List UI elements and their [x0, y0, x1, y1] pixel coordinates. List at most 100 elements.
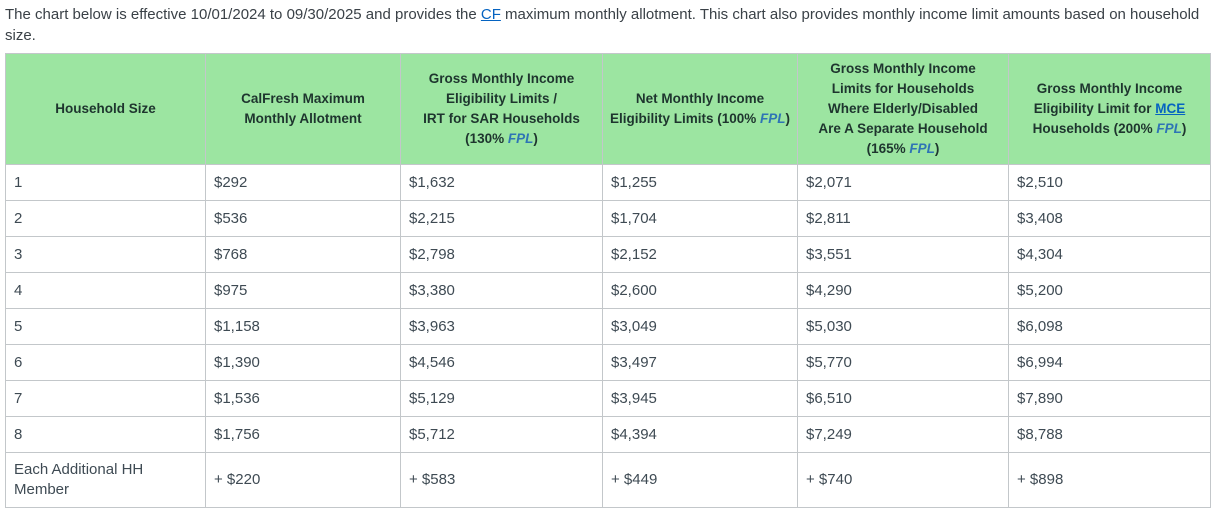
cell-household-size: 7 [5, 380, 206, 417]
mce-prefix: Eligibility Limit for [1033, 101, 1156, 116]
cell-net-100: $2,152 [602, 236, 798, 273]
table-row-hh2: 2 $536 $2,215 $1,704 $2,811 $3,408 [5, 200, 1211, 237]
table-row-hh1: 1 $292 $1,632 $1,255 $2,071 $2,510 [5, 164, 1211, 201]
intro-text: The chart below is effective 10/01/2024 … [5, 4, 1210, 46]
header-line: Households (200% FPL) [1033, 121, 1187, 136]
cell-net-100: + $449 [602, 452, 798, 508]
table-header: Household Size CalFresh Maximum Monthly A… [5, 53, 1211, 165]
cell-gross-200: $5,200 [1008, 272, 1211, 309]
paren: ) [934, 141, 940, 156]
cell-max-allotment: $1,756 [205, 416, 401, 453]
header-line: Gross Monthly Income [830, 61, 976, 76]
mce-link[interactable]: MCE [1155, 101, 1186, 116]
cell-gross-165: $2,071 [797, 164, 1009, 201]
cell-gross-130: + $583 [400, 452, 603, 508]
cell-net-100: $1,255 [602, 164, 798, 201]
cell-household-size: 4 [5, 272, 206, 309]
header-line: Eligibility Limit for MCE [1034, 101, 1186, 116]
pct-prefix: Eligibility Limits (100% [609, 111, 761, 126]
cell-gross-200: $6,098 [1008, 308, 1211, 345]
pct-prefix: (130% [465, 131, 508, 146]
cell-net-100: $3,049 [602, 308, 798, 345]
header-gross-income-165: Gross Monthly Income Limits for Household… [797, 53, 1009, 165]
paren: ) [785, 111, 791, 126]
header-net-income-100: Net Monthly Income Eligibility Limits (10… [602, 53, 798, 165]
cell-max-allotment: $536 [205, 200, 401, 237]
cell-gross-130: $2,215 [400, 200, 603, 237]
header-line: Where Elderly/Disabled [827, 101, 979, 116]
paren: ) [533, 131, 538, 146]
cell-household-size: 1 [5, 164, 206, 201]
cell-gross-165: $5,770 [797, 344, 1009, 381]
header-line: Net Monthly Income [635, 91, 765, 106]
cell-gross-165: $6,510 [797, 380, 1009, 417]
table-row-hh7: 7 $1,536 $5,129 $3,945 $6,510 $7,890 [5, 380, 1211, 417]
cell-gross-130: $5,129 [400, 380, 603, 417]
cell-gross-165: + $740 [797, 452, 1009, 508]
header-line: CalFresh Maximum [241, 91, 365, 106]
cell-max-allotment: $292 [205, 164, 401, 201]
header-line: Eligibility Limits (100% FPL) [610, 111, 790, 126]
fpl-label: FPL [909, 141, 935, 156]
cell-gross-130: $2,798 [400, 236, 603, 273]
header-max-allotment: CalFresh Maximum Monthly Allotment [205, 53, 401, 165]
cell-household-size: 8 [5, 416, 206, 453]
header-line: (165% FPL) [867, 141, 940, 156]
pct-prefix: Households (200% [1032, 121, 1157, 136]
cell-gross-165: $2,811 [797, 200, 1009, 237]
table-row-hh4: 4 $975 $3,380 $2,600 $4,290 $5,200 [5, 272, 1211, 309]
fpl-label: FPL [1156, 121, 1182, 136]
header-line: Limits for Households [831, 81, 975, 96]
cell-gross-130: $4,546 [400, 344, 603, 381]
cell-household-size: 5 [5, 308, 206, 345]
cell-net-100: $4,394 [602, 416, 798, 453]
intro-after-link: maximum monthly allotment. This chart al… [5, 6, 1200, 44]
header-row: Household Size CalFresh Maximum Monthly A… [5, 53, 1211, 165]
cell-max-allotment: $768 [205, 236, 401, 273]
cell-household-size: Each Additional HH Member [5, 452, 206, 508]
header-line: IRT for SAR Households [423, 111, 580, 126]
cell-gross-200: $7,890 [1008, 380, 1211, 417]
cell-net-100: $3,497 [602, 344, 798, 381]
header-gross-income-200: Gross Monthly Income Eligibility Limit fo… [1008, 53, 1211, 165]
cell-net-100: $3,945 [602, 380, 798, 417]
header-line: Gross Monthly Income [428, 71, 575, 86]
header-line: Eligibility Limits / [445, 91, 557, 106]
pct-prefix: (165% [866, 141, 910, 156]
fpl-label: FPL [507, 131, 534, 146]
header-line: Household Size [55, 101, 156, 116]
fpl-label: FPL [760, 111, 786, 126]
cell-household-size: 6 [5, 344, 206, 381]
cell-gross-200: $4,304 [1008, 236, 1211, 273]
header-line: Monthly Allotment [244, 111, 362, 126]
cell-gross-200: $8,788 [1008, 416, 1211, 453]
cell-gross-165: $7,249 [797, 416, 1009, 453]
table-row-hh5: 5 $1,158 $3,963 $3,049 $5,030 $6,098 [5, 308, 1211, 345]
table-row-hh6: 6 $1,390 $4,546 $3,497 $5,770 $6,994 [5, 344, 1211, 381]
cell-household-size: 2 [5, 200, 206, 237]
table-body: 1 $292 $1,632 $1,255 $2,071 $2,510 2 $53… [5, 164, 1211, 508]
header-line: Gross Monthly Income [1036, 81, 1183, 96]
cell-gross-130: $3,963 [400, 308, 603, 345]
paren: ) [1181, 121, 1187, 136]
cell-gross-130: $5,712 [400, 416, 603, 453]
header-line: Are A Separate Household [818, 121, 988, 136]
cell-max-allotment: $1,536 [205, 380, 401, 417]
cell-net-100: $1,704 [602, 200, 798, 237]
cell-max-allotment: $975 [205, 272, 401, 309]
cell-gross-130: $1,632 [400, 164, 603, 201]
table-row-hh8: 8 $1,756 $5,712 $4,394 $7,249 $8,788 [5, 416, 1211, 453]
cell-net-100: $2,600 [602, 272, 798, 309]
table-row-hh3: 3 $768 $2,798 $2,152 $3,551 $4,304 [5, 236, 1211, 273]
cf-link[interactable]: CF [480, 6, 501, 23]
cell-gross-200: + $898 [1008, 452, 1211, 508]
cell-max-allotment: $1,158 [205, 308, 401, 345]
income-limits-table: Household Size CalFresh Maximum Monthly A… [5, 53, 1211, 508]
header-line: (130% FPL) [465, 131, 538, 146]
cell-gross-165: $4,290 [797, 272, 1009, 309]
header-gross-income-130: Gross Monthly Income Eligibility Limits /… [400, 53, 603, 165]
table-row-additional-member: Each Additional HH Member + $220 + $583 … [5, 452, 1211, 508]
intro-before-link: The chart below is effective 10/01/2024 … [5, 6, 481, 23]
header-household-size: Household Size [5, 53, 206, 165]
